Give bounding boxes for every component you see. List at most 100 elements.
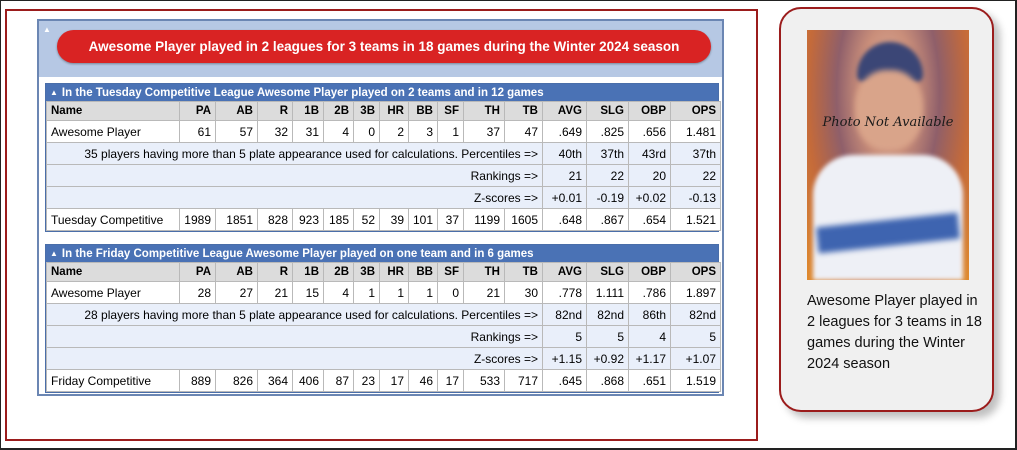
zscores-label: Z-scores =>	[46, 347, 543, 370]
cell: .786	[628, 281, 671, 304]
cell: 17	[437, 369, 464, 392]
player-photo-placeholder: Photo Not Available	[807, 30, 969, 280]
col-header[interactable]: OBP	[628, 262, 671, 282]
col-header[interactable]: PA	[179, 101, 216, 121]
col-header[interactable]: R	[257, 101, 293, 121]
col-header[interactable]: OBP	[628, 101, 671, 121]
cell: 101	[408, 208, 438, 231]
cell: +0.01	[542, 186, 587, 209]
collapse-report-icon[interactable]: ▲	[43, 25, 51, 34]
col-header[interactable]: 2B	[323, 262, 354, 282]
league-header-text: In the Tuesday Competitive League Awesom…	[61, 86, 544, 99]
percentiles-row: 28 players having more than 5 plate appe…	[46, 303, 721, 326]
cell: 5	[586, 325, 629, 348]
cell: 889	[179, 369, 216, 392]
photo-face-shape	[855, 70, 923, 150]
league-total-row: Friday Competitive 889 826 364 406 87 23…	[46, 369, 721, 392]
cell: 1.897	[670, 281, 721, 304]
percentiles-label: 35 players having more than 5 plate appe…	[46, 142, 543, 165]
cell: 0	[437, 281, 464, 304]
col-header[interactable]: TH	[463, 101, 505, 121]
col-header[interactable]: OPS	[670, 262, 721, 282]
cell: 31	[292, 120, 324, 143]
cell: Awesome Player	[46, 120, 180, 143]
col-header[interactable]: BB	[408, 262, 438, 282]
table-header-row: Name PA AB R 1B 2B 3B HR BB SF TH TB AVG…	[46, 101, 721, 121]
col-header[interactable]: AVG	[542, 101, 587, 121]
cell: 1	[353, 281, 380, 304]
cell: 1199	[463, 208, 505, 231]
col-header[interactable]: BB	[408, 101, 438, 121]
col-header[interactable]: 1B	[292, 262, 324, 282]
cell: -0.19	[586, 186, 629, 209]
col-header[interactable]: HR	[379, 262, 409, 282]
cell: Awesome Player	[46, 281, 180, 304]
cell: +1.17	[628, 347, 671, 370]
col-header[interactable]: SLG	[586, 262, 629, 282]
col-header[interactable]: 3B	[353, 101, 380, 121]
cell: 15	[292, 281, 324, 304]
col-header[interactable]: SF	[437, 101, 464, 121]
col-header[interactable]: Name	[46, 262, 180, 282]
cell: 717	[504, 369, 543, 392]
col-header[interactable]: SF	[437, 262, 464, 282]
cell: +1.07	[670, 347, 721, 370]
zscores-label: Z-scores =>	[46, 186, 543, 209]
cell: 20	[628, 164, 671, 187]
col-header[interactable]: TB	[504, 262, 543, 282]
col-header[interactable]: R	[257, 262, 293, 282]
col-header[interactable]: OPS	[670, 101, 721, 121]
player-row: Awesome Player 28 27 21 15 4 1 1 1 0 21 …	[46, 281, 721, 304]
league-header[interactable]: ▲ In the Friday Competitive League Aweso…	[46, 245, 718, 262]
cell: .648	[542, 208, 587, 231]
collapse-triangle-icon[interactable]: ▲	[50, 88, 58, 97]
col-header[interactable]: AB	[215, 262, 258, 282]
league-total-row: Tuesday Competitive 1989 1851 828 923 18…	[46, 208, 721, 231]
table-header-row: Name PA AB R 1B 2B 3B HR BB SF TH TB AVG…	[46, 262, 721, 282]
cell: 21	[463, 281, 505, 304]
rankings-row: Rankings => 21 22 20 22	[46, 164, 721, 187]
percentiles-label: 28 players having more than 5 plate appe…	[46, 303, 543, 326]
percentiles-row: 35 players having more than 5 plate appe…	[46, 142, 721, 165]
rankings-label: Rankings =>	[46, 164, 543, 187]
cell: +0.92	[586, 347, 629, 370]
cell: +1.15	[542, 347, 587, 370]
cell: 47	[504, 120, 543, 143]
cell: .868	[586, 369, 629, 392]
rankings-label: Rankings =>	[46, 325, 543, 348]
col-header[interactable]: HR	[379, 101, 409, 121]
cell: 22	[670, 164, 721, 187]
cell: 21	[257, 281, 293, 304]
collapse-triangle-icon[interactable]: ▲	[50, 249, 58, 258]
cell: 37	[463, 120, 505, 143]
cell: 21	[542, 164, 587, 187]
cell: 5	[542, 325, 587, 348]
cell: 533	[463, 369, 505, 392]
cell: 37th	[586, 142, 629, 165]
cell: 4	[323, 281, 354, 304]
col-header[interactable]: 3B	[353, 262, 380, 282]
col-header[interactable]: Name	[46, 101, 180, 121]
col-header[interactable]: 1B	[292, 101, 324, 121]
cell: 39	[379, 208, 409, 231]
cell: 27	[215, 281, 258, 304]
col-header[interactable]: AVG	[542, 262, 587, 282]
cell: 1	[408, 281, 438, 304]
league-header[interactable]: ▲ In the Tuesday Competitive League Awes…	[46, 84, 718, 101]
cell: .651	[628, 369, 671, 392]
col-header[interactable]: SLG	[586, 101, 629, 121]
cell: 1.111	[586, 281, 629, 304]
cell: 86th	[628, 303, 671, 326]
cell: 1	[379, 281, 409, 304]
cell: 2	[379, 120, 409, 143]
cell: 43rd	[628, 142, 671, 165]
cell: 87	[323, 369, 354, 392]
col-header[interactable]: 2B	[323, 101, 354, 121]
cell: 46	[408, 369, 438, 392]
col-header[interactable]: AB	[215, 101, 258, 121]
col-header[interactable]: TB	[504, 101, 543, 121]
col-header[interactable]: PA	[179, 262, 216, 282]
league-section-friday: ▲ In the Friday Competitive League Aweso…	[45, 244, 721, 393]
league-header-text: In the Friday Competitive League Awesome…	[61, 247, 534, 260]
col-header[interactable]: TH	[463, 262, 505, 282]
